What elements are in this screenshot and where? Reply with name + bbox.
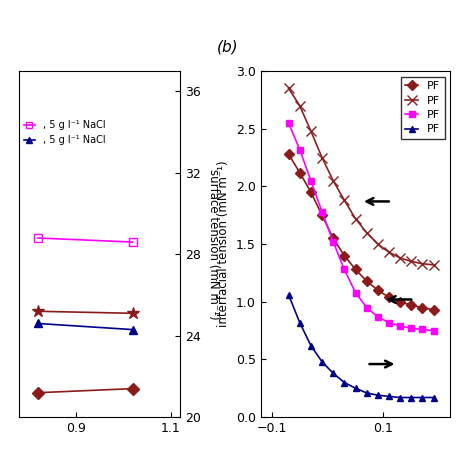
Y-axis label: interfacial tension (mN m⁻¹): interfacial tension (mN m⁻¹) [217,161,230,328]
Legend: , 5 g l⁻¹ NaCl, , 5 g l⁻¹ NaCl: , 5 g l⁻¹ NaCl, , 5 g l⁻¹ NaCl [20,118,109,148]
Legend: PF, PF, PF, PF: PF, PF, PF, PF [401,77,445,139]
Y-axis label: surface tension (mN m⁻¹): surface tension (mN m⁻¹) [207,169,220,319]
Text: (b): (b) [217,40,238,55]
